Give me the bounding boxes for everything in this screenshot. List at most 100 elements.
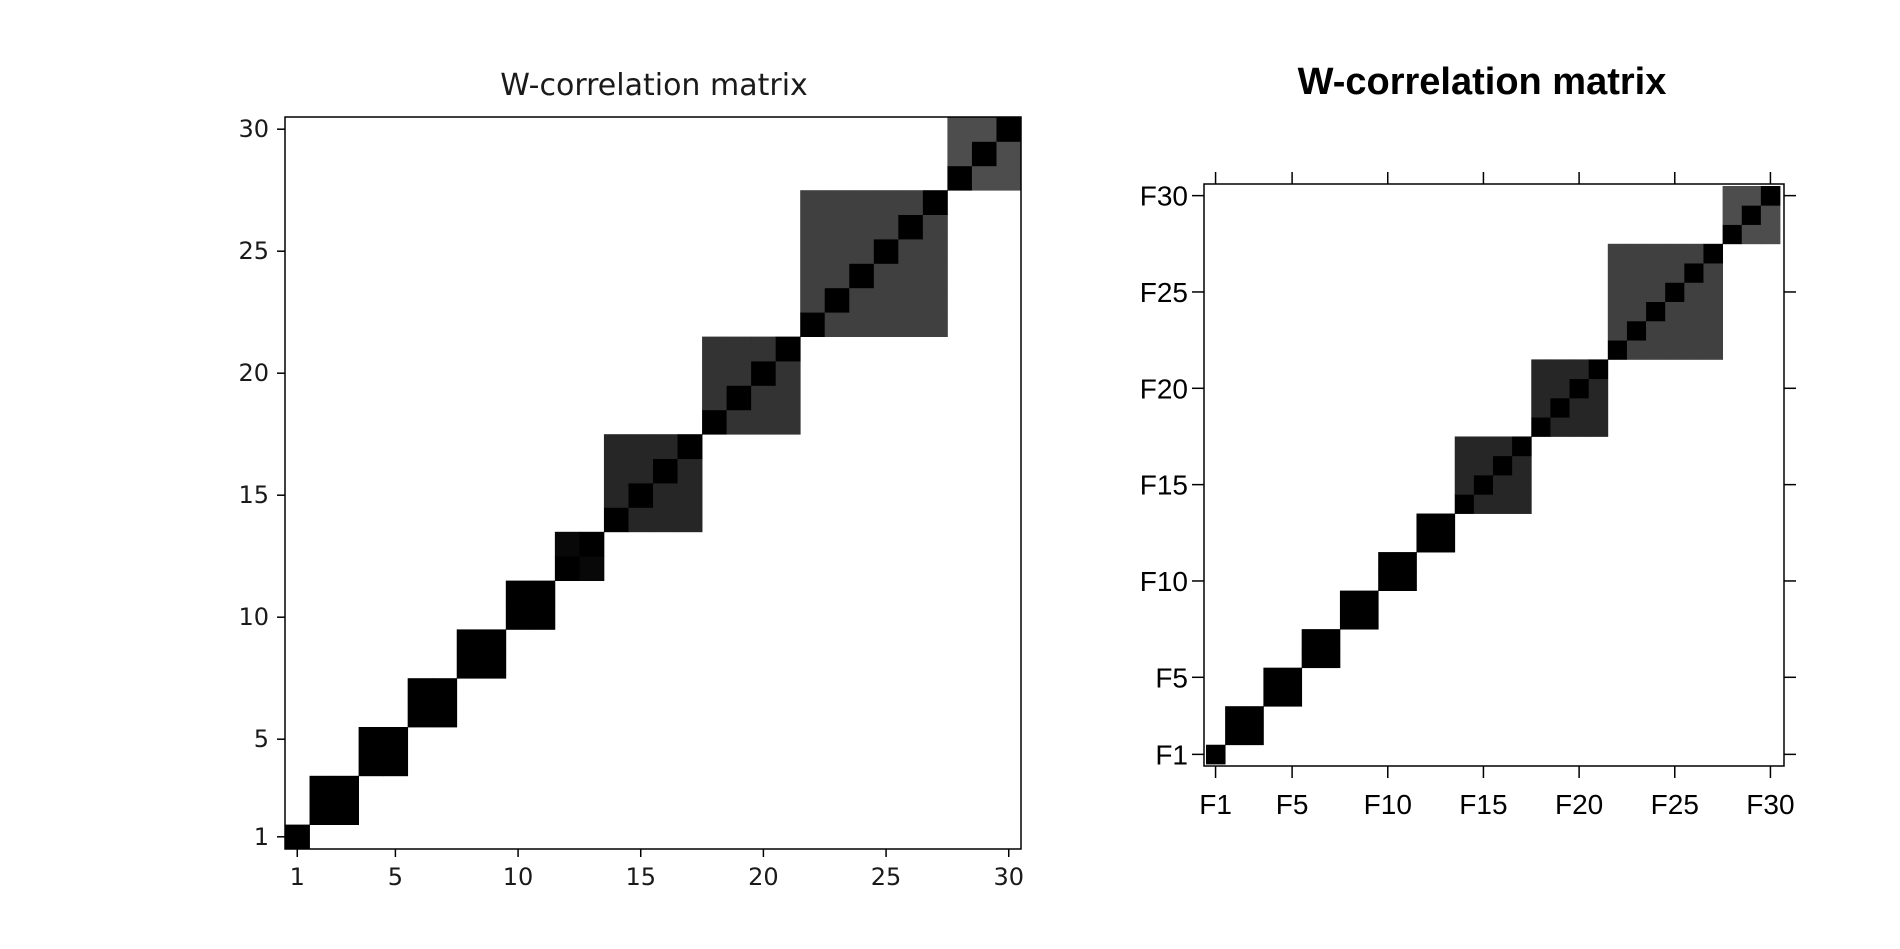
right-cell-4-5 xyxy=(1282,686,1303,707)
right-cell-14-14 xyxy=(1454,494,1475,514)
left-cell-4-5 xyxy=(383,751,409,777)
left-cell-18-19 xyxy=(726,409,752,435)
left-cell-18-21 xyxy=(775,409,801,435)
right-cell-20-20 xyxy=(1569,378,1590,399)
left-cell-25-22 xyxy=(800,239,826,264)
right-cell-16-17 xyxy=(1512,455,1532,476)
left-y-tick-label: 25 xyxy=(238,237,269,265)
left-chart-title: W-correlation matrix xyxy=(500,68,808,103)
left-cell-26-25 xyxy=(873,214,899,240)
left-cell-14-15 xyxy=(628,507,654,533)
left-cell-25-25 xyxy=(873,239,899,264)
left-cell-11-10 xyxy=(505,580,531,606)
right-cell-18-19 xyxy=(1550,417,1570,437)
right-cell-19-20 xyxy=(1569,397,1590,418)
right-cell-25-23 xyxy=(1626,282,1647,302)
right-cell-19-18 xyxy=(1531,397,1551,418)
right-cell-24-26 xyxy=(1684,301,1704,322)
right-cell-27-22 xyxy=(1607,243,1628,264)
right-axes: F1 F5 F10 F15 F20 F25 F30 F1 F5 F10 F15 F20 F25 F30 xyxy=(1140,172,1796,820)
left-cell-24-27 xyxy=(922,263,948,289)
right-cell-11-11 xyxy=(1397,552,1417,572)
left-cell-20-21 xyxy=(775,361,801,386)
left-cell-24-24 xyxy=(849,263,875,289)
left-cell-10-11 xyxy=(530,605,556,630)
right-cell-10-11 xyxy=(1397,571,1417,591)
right-cell-17-14 xyxy=(1454,436,1475,457)
right-cell-2-2 xyxy=(1225,725,1245,746)
left-cell-18-20 xyxy=(751,409,777,435)
right-cell-23-26 xyxy=(1684,320,1704,341)
right-cell-3-3 xyxy=(1244,706,1264,726)
right-cell-30-28 xyxy=(1722,186,1743,206)
left-cell-27-23 xyxy=(824,190,850,215)
left-cell-22-25 xyxy=(873,312,899,337)
right-x-tick-label: F15 xyxy=(1459,789,1507,820)
right-cell-19-19 xyxy=(1550,397,1570,418)
right-cell-22-23 xyxy=(1626,340,1647,360)
right-cell-15-16 xyxy=(1493,475,1513,495)
right-cell-24-22 xyxy=(1607,301,1628,322)
right-cell-25-27 xyxy=(1703,282,1723,302)
left-y-tick-label: 20 xyxy=(238,359,269,387)
right-cell-24-25 xyxy=(1665,301,1685,322)
left-cell-27-27 xyxy=(922,190,948,215)
left-cell-3-2 xyxy=(309,775,335,801)
right-cell-28-28 xyxy=(1722,224,1743,245)
right-cell-21-21 xyxy=(1588,359,1609,380)
left-cell-6-7 xyxy=(432,702,458,728)
left-cell-30-29 xyxy=(971,117,997,142)
left-cell-15-16 xyxy=(653,483,678,508)
left-cell-26-23 xyxy=(824,214,850,240)
left-cell-19-20 xyxy=(751,385,777,411)
right-x-tick-label: F25 xyxy=(1651,789,1699,820)
left-cell-29-28 xyxy=(947,141,973,167)
left-cell-17-17 xyxy=(677,434,703,459)
left-y-tick-label: 10 xyxy=(238,603,269,631)
right-cell-27-26 xyxy=(1684,243,1704,264)
left-cell-1-1 xyxy=(285,824,310,850)
right-cell-1-1 xyxy=(1206,744,1226,765)
right-cell-25-26 xyxy=(1684,282,1704,302)
right-cell-21-18 xyxy=(1531,359,1551,380)
left-y-tick-label: 1 xyxy=(254,823,269,851)
left-cell-13-12 xyxy=(554,531,580,557)
left-cell-13-13 xyxy=(579,531,605,557)
left-cell-25-26 xyxy=(898,239,924,264)
right-cell-25-25 xyxy=(1665,282,1685,302)
left-cell-19-18 xyxy=(702,385,727,411)
right-cell-15-14 xyxy=(1454,475,1475,495)
right-x-tick-label: F5 xyxy=(1276,789,1309,820)
right-cell-27-25 xyxy=(1665,243,1685,264)
left-cell-24-26 xyxy=(898,263,924,289)
left-cell-8-9 xyxy=(481,653,507,679)
left-cell-26-26 xyxy=(898,214,924,240)
right-cell-24-27 xyxy=(1703,301,1723,322)
right-cell-7-7 xyxy=(1320,629,1341,649)
left-cell-5-5 xyxy=(383,727,409,752)
left-cell-25-24 xyxy=(849,239,875,264)
right-cell-27-27 xyxy=(1703,243,1723,264)
left-cell-10-10 xyxy=(505,605,531,630)
right-cell-21-20 xyxy=(1569,359,1590,380)
right-cell-23-27 xyxy=(1703,320,1723,341)
left-x-tick-label: 25 xyxy=(871,863,902,891)
left-cell-5-4 xyxy=(358,727,384,752)
left-cell-24-22 xyxy=(800,263,826,289)
left-plot-frame xyxy=(284,116,1022,850)
left-cell-16-14 xyxy=(603,458,629,484)
right-cell-18-20 xyxy=(1569,417,1590,437)
left-cell-16-17 xyxy=(677,458,703,484)
right-cell-27-23 xyxy=(1626,243,1647,264)
left-cell-19-19 xyxy=(726,385,752,411)
left-x-tick-label: 30 xyxy=(993,863,1024,891)
left-cell-8-8 xyxy=(456,653,482,679)
left-cell-15-15 xyxy=(628,483,654,508)
right-cell-29-28 xyxy=(1722,205,1743,225)
right-y-tick-label: F10 xyxy=(1140,566,1188,597)
left-cell-25-23 xyxy=(824,239,850,264)
left-x-tick-label: 1 xyxy=(290,863,305,891)
left-cell-26-24 xyxy=(849,214,875,240)
right-cell-30-29 xyxy=(1741,186,1762,206)
